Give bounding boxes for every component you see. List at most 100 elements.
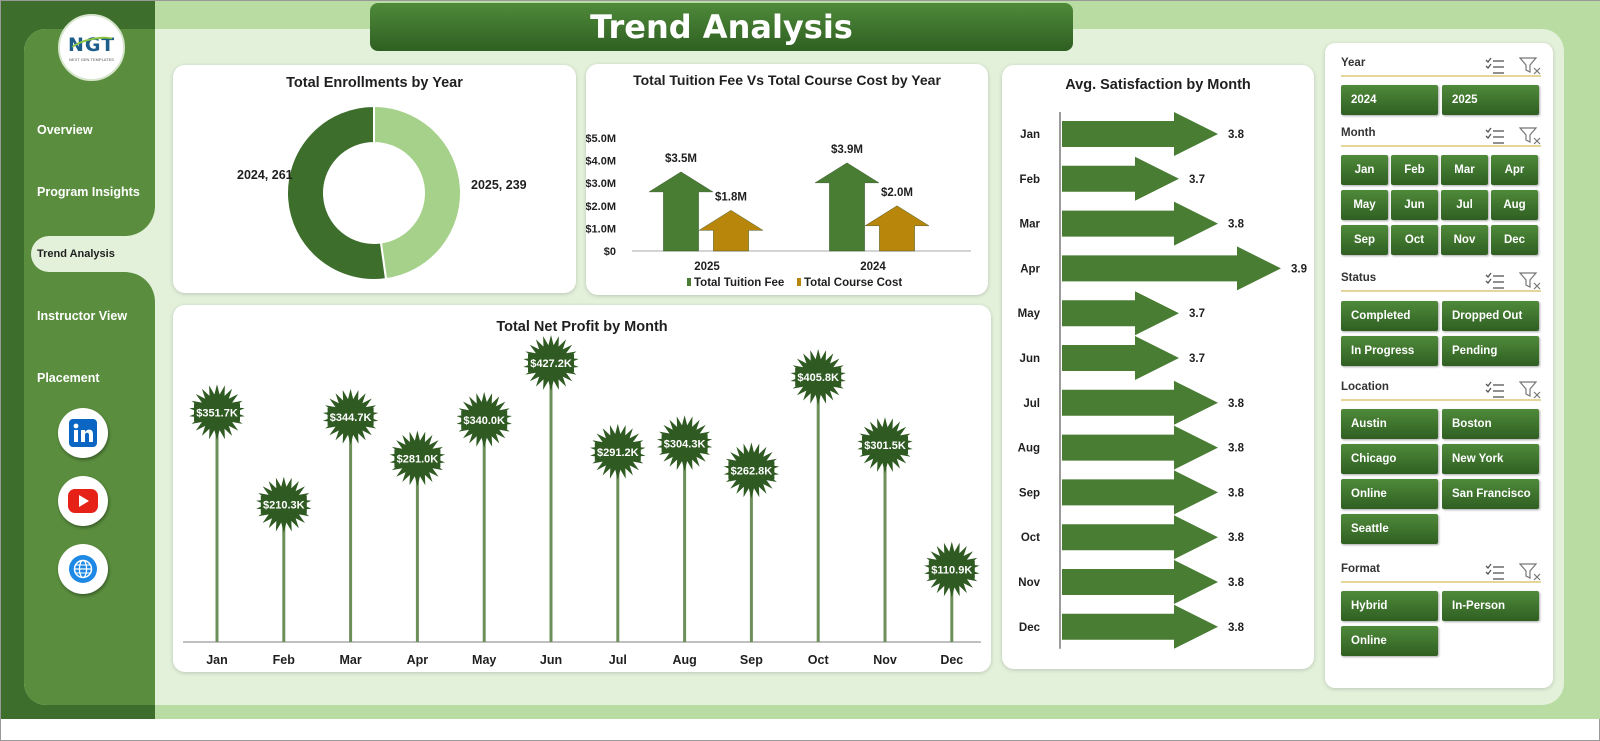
slicer-location-option[interactable]: Online [1341,479,1438,509]
youtube-button[interactable] [58,476,108,526]
linkedin-button[interactable] [58,408,108,458]
slicer-title-location: Location [1341,381,1389,393]
satisfaction-label-Sep: 3.8 [1228,487,1245,499]
satisfaction-label-Apr: 3.9 [1291,263,1307,275]
nav-placement[interactable]: Placement [37,371,100,385]
tuition-card: Total Tuition Fee Vs Total Course Cost b… [586,64,988,295]
multi-select-icon[interactable] [1485,57,1505,78]
slicer-month-option[interactable]: Dec [1491,225,1538,255]
slicer-status-option[interactable]: Completed [1341,301,1438,331]
profit-label-bg-Aug [661,434,708,453]
satisfaction-arrow-Oct [1062,515,1218,560]
y-tick-label-Mar: Mar [1020,219,1041,231]
profit-label-bg-Feb [260,495,307,514]
satisfaction-label-Oct: 3.8 [1228,532,1245,544]
website-button[interactable] [58,544,108,594]
slicer-month-option[interactable]: Sep [1341,225,1388,255]
slicer-status-option[interactable]: Dropped Out [1442,301,1539,331]
profit-label-bg-Apr [394,449,441,468]
donut-slice-2025 [373,104,462,281]
slicer-month-option[interactable]: Apr [1491,155,1538,185]
x-tick-label-Feb: Feb [273,653,296,667]
slicer-header-year: Year [1341,57,1541,77]
slicer-location-option[interactable]: Austin [1341,409,1438,439]
y-tick-label-Feb: Feb [1020,174,1040,186]
profit-label-Aug: $304.3K [664,438,706,450]
clear-filter-icon[interactable] [1518,57,1541,78]
logo: NGT NEXT GEN TEMPLATES [58,14,125,81]
profit-label-bg-Oct [795,367,842,386]
globe-icon [69,555,97,583]
clear-filter-icon[interactable] [1518,272,1541,293]
net-profit-title: Total Net Profit by Month [496,319,668,335]
legend-cost-swatch [797,278,801,286]
clear-filter-icon[interactable] [1518,381,1541,402]
legend-cost-label: Total Course Cost [804,277,902,289]
slicer-location-option[interactable]: San Francisco [1442,479,1539,509]
satisfaction-label-Nov: 3.8 [1228,577,1245,589]
slicer-location-option[interactable]: New York [1442,444,1539,474]
slicer-month-option[interactable]: Jun [1391,190,1438,220]
x-tick-label-Jan: Jan [206,653,228,667]
slicer-month-option[interactable]: Jan [1341,155,1388,185]
multi-select-icon[interactable] [1485,563,1505,584]
satisfaction-arrow-Feb [1062,156,1179,201]
y-tick-label-Nov: Nov [1018,577,1040,589]
slicer-month-option[interactable]: Jul [1441,190,1488,220]
y-tick-label-Jun: Jun [1020,353,1040,365]
x-tick-label-Oct: Oct [808,653,830,667]
slicer-format-option[interactable]: In-Person [1442,591,1539,621]
multi-select-icon[interactable] [1485,127,1505,148]
y-tick-label-Jan: Jan [1020,129,1040,141]
slicer-title-month: Month [1341,127,1376,139]
nav-instructor-view[interactable]: Instructor View [37,309,128,323]
tuition-fee-label-2025: $3.5M [665,153,697,165]
nav-trend-analysis[interactable]: Trend Analysis [31,236,155,272]
slicer-format-option[interactable]: Online [1341,626,1438,656]
linkedin-icon [69,419,97,447]
profit-label-Apr: $281.0K [397,453,439,465]
satisfaction-label-Feb: 3.7 [1189,174,1205,186]
slicer-status-option[interactable]: In Progress [1341,336,1438,366]
profit-label-bg-Mar [327,407,374,426]
slicer-status-option[interactable]: Pending [1442,336,1539,366]
x-tick-label-Dec: Dec [940,653,963,667]
clear-filter-icon[interactable] [1518,563,1541,584]
multi-select-icon[interactable] [1485,381,1505,402]
clear-filter-icon[interactable] [1518,127,1541,148]
slicer-year-option[interactable]: 2025 [1442,85,1539,115]
net-profit-card: Total Net Profit by Month $351.7K Jan $210… [173,305,991,672]
satisfaction-arrow-Jul [1062,380,1218,425]
x-tick-label-Jul: Jul [609,653,627,667]
satisfaction-label-Mar: 3.8 [1228,219,1245,231]
nav-overview[interactable]: Overview [37,123,93,137]
profit-label-bg-Sep [728,461,775,480]
slicer-title-year: Year [1341,57,1366,69]
slicer-month-option[interactable]: Oct [1391,225,1438,255]
profit-label-Jan: $351.7K [196,407,238,419]
y-tick-label-May: May [1018,308,1041,320]
slicer-month-option[interactable]: Feb [1391,155,1438,185]
satisfaction-label-Aug: 3.8 [1228,443,1245,455]
slicer-location-option[interactable]: Chicago [1341,444,1438,474]
slicer-month-option[interactable]: Aug [1491,190,1538,220]
slicer-month-option[interactable]: Nov [1441,225,1488,255]
y-tick-label: $4.0M [586,156,616,168]
multi-select-icon[interactable] [1485,272,1505,293]
satisfaction-label-Jun: 3.7 [1189,353,1205,365]
logo-text: NGT [67,33,116,56]
slicer-format-option[interactable]: Hybrid [1341,591,1438,621]
slicer-year-option[interactable]: 2024 [1341,85,1438,115]
tuition-fee-arrow-2025 [648,171,714,252]
tuition-bar-chart: $0 $1.0M $2.0M $3.0M $4.0M $5.0M $3.5M $1.8M 202… [586,133,971,289]
nav-program-insights[interactable]: Program Insights [37,185,140,199]
slicer-location-option[interactable]: Seattle [1341,514,1438,544]
slicer-month-option[interactable]: May [1341,190,1388,220]
slicer-location-option[interactable]: Boston [1442,409,1539,439]
x-tick-label-Aug: Aug [672,653,696,667]
slicer-header-month: Month [1341,127,1541,147]
profit-label-bg-Dec [928,560,975,579]
slicer-header-location: Location [1341,381,1541,401]
x-tick-label-2025: 2025 [694,261,720,273]
slicer-month-option[interactable]: Mar [1441,155,1488,185]
